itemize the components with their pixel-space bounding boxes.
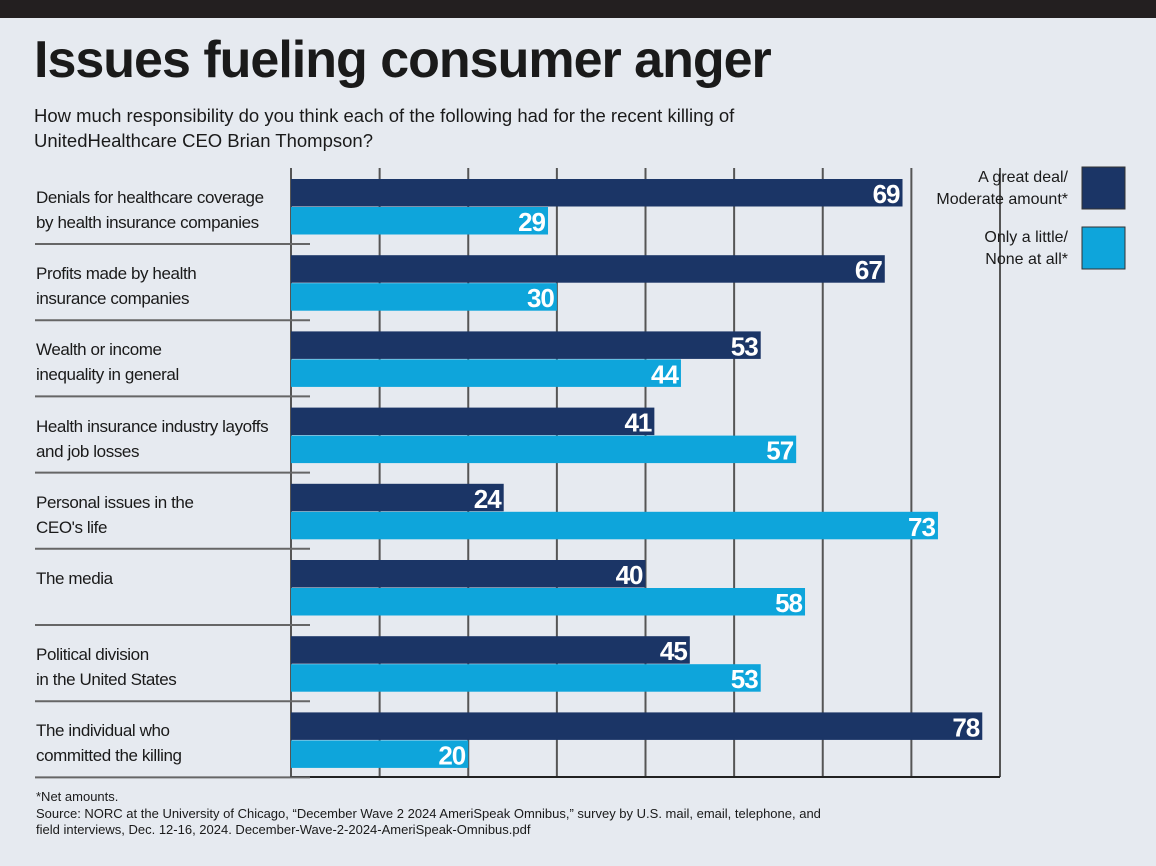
bar <box>291 588 806 616</box>
bar <box>291 255 885 283</box>
category-label: Wealth or income inequality in general <box>36 340 179 385</box>
value-label: 45 <box>660 636 687 666</box>
legend-label: A great deal/ Moderate amount* <box>936 169 1068 208</box>
category-label: Profits made by health insurance compani… <box>36 264 197 309</box>
value-label: 67 <box>855 255 882 285</box>
bar <box>291 511 938 540</box>
category-label: Personal issues in the CEO's life <box>36 492 194 537</box>
top-bar <box>0 0 1156 18</box>
category-label: Political division in the United States <box>36 645 177 690</box>
bar <box>291 407 655 436</box>
bar <box>291 712 983 740</box>
bar <box>291 331 761 359</box>
bar <box>291 560 646 588</box>
category-label: Denials for healthcare coverage by healt… <box>36 188 264 232</box>
subtitle: How much responsibility do you think eac… <box>34 105 735 151</box>
value-label: 57 <box>766 436 793 466</box>
value-label: 69 <box>873 179 900 209</box>
value-label: 20 <box>438 740 465 770</box>
value-label: 30 <box>527 283 554 313</box>
bar <box>291 283 557 311</box>
chart-title: Issues fueling consumer anger <box>34 31 772 89</box>
bar <box>291 664 761 692</box>
category-label: The media <box>36 569 113 588</box>
bar <box>291 207 549 235</box>
value-label: 44 <box>651 359 679 389</box>
bar <box>291 740 469 768</box>
bar <box>291 435 797 464</box>
value-label: 29 <box>518 207 545 237</box>
note: *Net amounts. <box>36 789 119 804</box>
value-label: 40 <box>616 560 643 590</box>
value-label: 73 <box>908 512 935 542</box>
legend-label: Only a little/ None at all* <box>984 229 1068 268</box>
value-label: 24 <box>474 484 502 514</box>
value-label: 78 <box>952 712 979 742</box>
legend-swatch <box>1081 226 1126 270</box>
value-label: 58 <box>775 588 802 618</box>
category-label: The individual who committed the killing <box>36 721 182 766</box>
bar <box>291 636 690 664</box>
bar <box>291 179 903 207</box>
bar <box>291 359 681 387</box>
bar <box>291 483 504 512</box>
value-label: 41 <box>624 408 651 438</box>
value-label: 53 <box>731 664 758 694</box>
category-label: Health insurance industry layoffs and jo… <box>36 416 269 461</box>
legend-swatch <box>1081 166 1126 210</box>
source: Source: NORC at the University of Chicag… <box>36 806 821 837</box>
value-label: 53 <box>731 331 758 361</box>
